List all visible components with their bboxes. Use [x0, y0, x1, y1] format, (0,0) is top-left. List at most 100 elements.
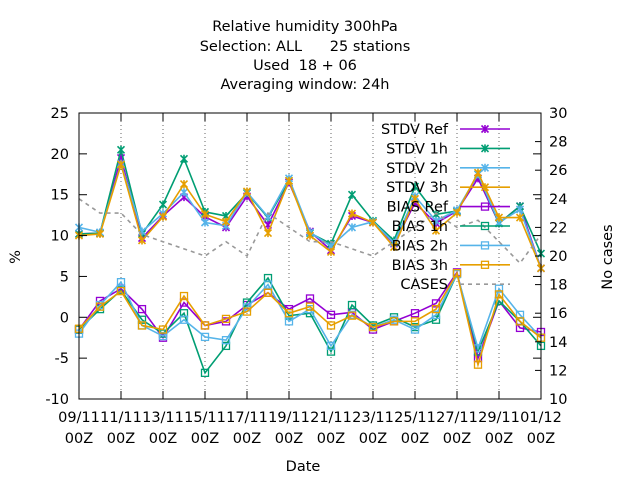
series-line	[78, 154, 542, 269]
x-tick-label: 25/11	[394, 410, 436, 426]
legend-marker	[480, 144, 490, 153]
legend-marker	[480, 221, 490, 231]
data-point	[347, 300, 357, 310]
data-point	[410, 309, 420, 318]
data-point	[221, 217, 231, 226]
data-point	[305, 302, 315, 311]
x-tick-label: 00Z	[275, 431, 303, 447]
data-point	[473, 360, 483, 369]
y-tick-label: 0	[60, 310, 69, 326]
legend-marker	[480, 183, 490, 192]
data-point	[410, 182, 420, 191]
data-point	[116, 145, 126, 154]
data-point	[284, 176, 294, 185]
x-tick-label: 00Z	[233, 431, 261, 447]
legend: STDV Ref STDV 1h STDV 2h STDV 3h BIAS Ref BIA…	[381, 122, 510, 293]
y-axis-left: -10 -5 0 5 10 15 20 25	[45, 106, 541, 408]
legend-label: STDV 2h	[386, 161, 448, 177]
y2-tick-label: 28	[549, 135, 567, 151]
title-line-2: Selection: ALL 25 stations	[200, 39, 411, 55]
data-point	[200, 332, 210, 342]
x-tick-label: 00Z	[401, 431, 429, 447]
data-point	[326, 321, 336, 330]
x-tick-label: 29/11	[478, 410, 520, 426]
data-point	[368, 322, 378, 332]
data-point	[284, 309, 294, 318]
data-point	[116, 286, 126, 296]
series-bias-3h	[74, 269, 546, 369]
legend-marker	[480, 124, 490, 134]
x-tick-label: 00Z	[107, 431, 135, 447]
data-point	[158, 200, 168, 209]
data-point	[284, 317, 294, 326]
data-point	[263, 229, 273, 238]
data-point	[347, 311, 357, 320]
data-point	[515, 205, 525, 214]
x-tick-label: 00Z	[359, 431, 387, 447]
data-point	[410, 325, 420, 334]
data-point	[431, 226, 441, 235]
x-axis: 09/11 00Z 11/11 00Z 13/11 00Z 15/11 00Z 17/11 00Z…	[58, 113, 562, 447]
data-point	[221, 314, 231, 324]
y-tick-label: 10	[51, 229, 69, 245]
data-point	[221, 336, 231, 345]
x-tick-label: 23/11	[352, 410, 394, 426]
data-point	[179, 154, 189, 163]
legend-marker	[480, 202, 490, 211]
series-stdv-2h	[74, 159, 546, 273]
data-point	[494, 213, 504, 222]
data-point	[431, 216, 441, 225]
data-point	[326, 247, 336, 256]
x-tick-label: 17/11	[226, 410, 268, 426]
data-point	[452, 208, 462, 217]
data-point	[242, 307, 252, 316]
data-point	[200, 321, 210, 330]
x-tick-label: 00Z	[527, 431, 555, 447]
data-point	[326, 347, 336, 356]
data-point	[263, 288, 273, 297]
x-tick-label: 00Z	[443, 431, 471, 447]
data-point	[158, 212, 168, 221]
y2-tick-label: 26	[549, 163, 567, 179]
data-point	[431, 304, 441, 314]
x-tick-label: 00Z	[317, 431, 345, 447]
x-tick-label: 01/12	[520, 410, 562, 426]
data-point	[242, 187, 252, 196]
y-tick-label: 20	[51, 147, 69, 163]
data-point	[179, 188, 189, 197]
y2-tick-label: 30	[549, 106, 567, 122]
data-point	[347, 190, 357, 199]
y2-tick-label: 14	[549, 335, 567, 351]
data-point	[389, 317, 399, 326]
y2-tick-label: 16	[549, 306, 567, 322]
y2-tick-label: 22	[549, 220, 567, 236]
data-point	[221, 341, 231, 351]
series-line	[78, 271, 542, 351]
series-cases	[78, 198, 542, 265]
data-point	[368, 218, 378, 227]
y2-tick-label: 18	[549, 278, 567, 294]
legend-marker	[480, 260, 490, 269]
data-point	[137, 236, 147, 245]
data-point	[410, 194, 420, 203]
series-line	[78, 271, 542, 368]
x-tick-label: 11/11	[100, 410, 142, 426]
y2-tick-label: 12	[549, 363, 567, 379]
data-point	[116, 277, 126, 287]
x-tick-label: 21/11	[310, 410, 352, 426]
series-line	[78, 161, 542, 269]
x-tick-label: 13/11	[142, 410, 184, 426]
data-point	[95, 229, 105, 239]
data-point	[326, 341, 336, 351]
data-point	[326, 310, 336, 319]
data-point	[494, 290, 504, 299]
legend-marker	[480, 163, 490, 172]
data-point	[179, 291, 189, 301]
x-tick-label: 27/11	[436, 410, 478, 426]
data-point	[389, 242, 399, 252]
data-point	[431, 310, 441, 319]
series-stdv-3h	[74, 160, 546, 273]
title-line-3: Used 18 + 06	[253, 58, 357, 74]
legend-label: BIAS 3h	[392, 258, 448, 274]
data-point	[158, 325, 168, 334]
